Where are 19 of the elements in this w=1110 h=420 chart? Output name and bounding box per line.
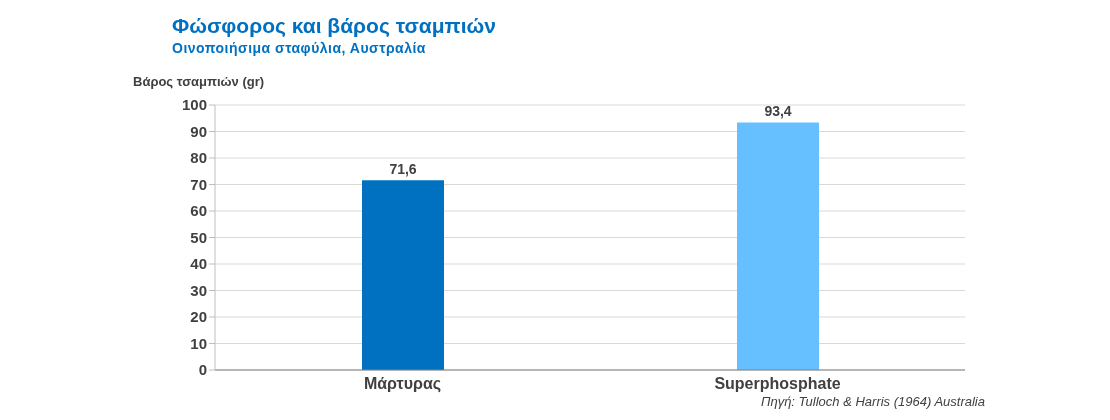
y-tick-label: 90 [190,122,207,140]
y-tick-label: 10 [190,334,207,352]
data-label: 71,6 [389,161,417,178]
y-tick-label: 50 [190,228,207,246]
x-tick-label: Μάρτυρας [363,375,442,394]
data-label: 93,4 [764,103,792,120]
y-axis-title: Βάρος τσαμπιών (gr) [133,74,265,89]
x-tick-label: Superphosphate [714,375,841,393]
y-tick-label: 70 [190,175,207,193]
y-tick-label: 80 [190,149,207,167]
y-tick-label: 20 [190,308,207,326]
chart-title: Φώσφορος και βάρος τσαμπιών [172,14,496,38]
chart-subtitle: Οινοποιήσιμα σταφύλια, Αυστραλία [172,40,426,56]
y-tick-label: 30 [190,281,207,299]
y-tick-label: 60 [190,202,207,220]
text: Πηγή: Tulloch & Harris (1964) Australia [761,394,985,409]
y-tick-label: 40 [190,255,207,273]
y-tick-label: 100 [181,96,207,114]
y-tick-label: 0 [198,361,207,379]
